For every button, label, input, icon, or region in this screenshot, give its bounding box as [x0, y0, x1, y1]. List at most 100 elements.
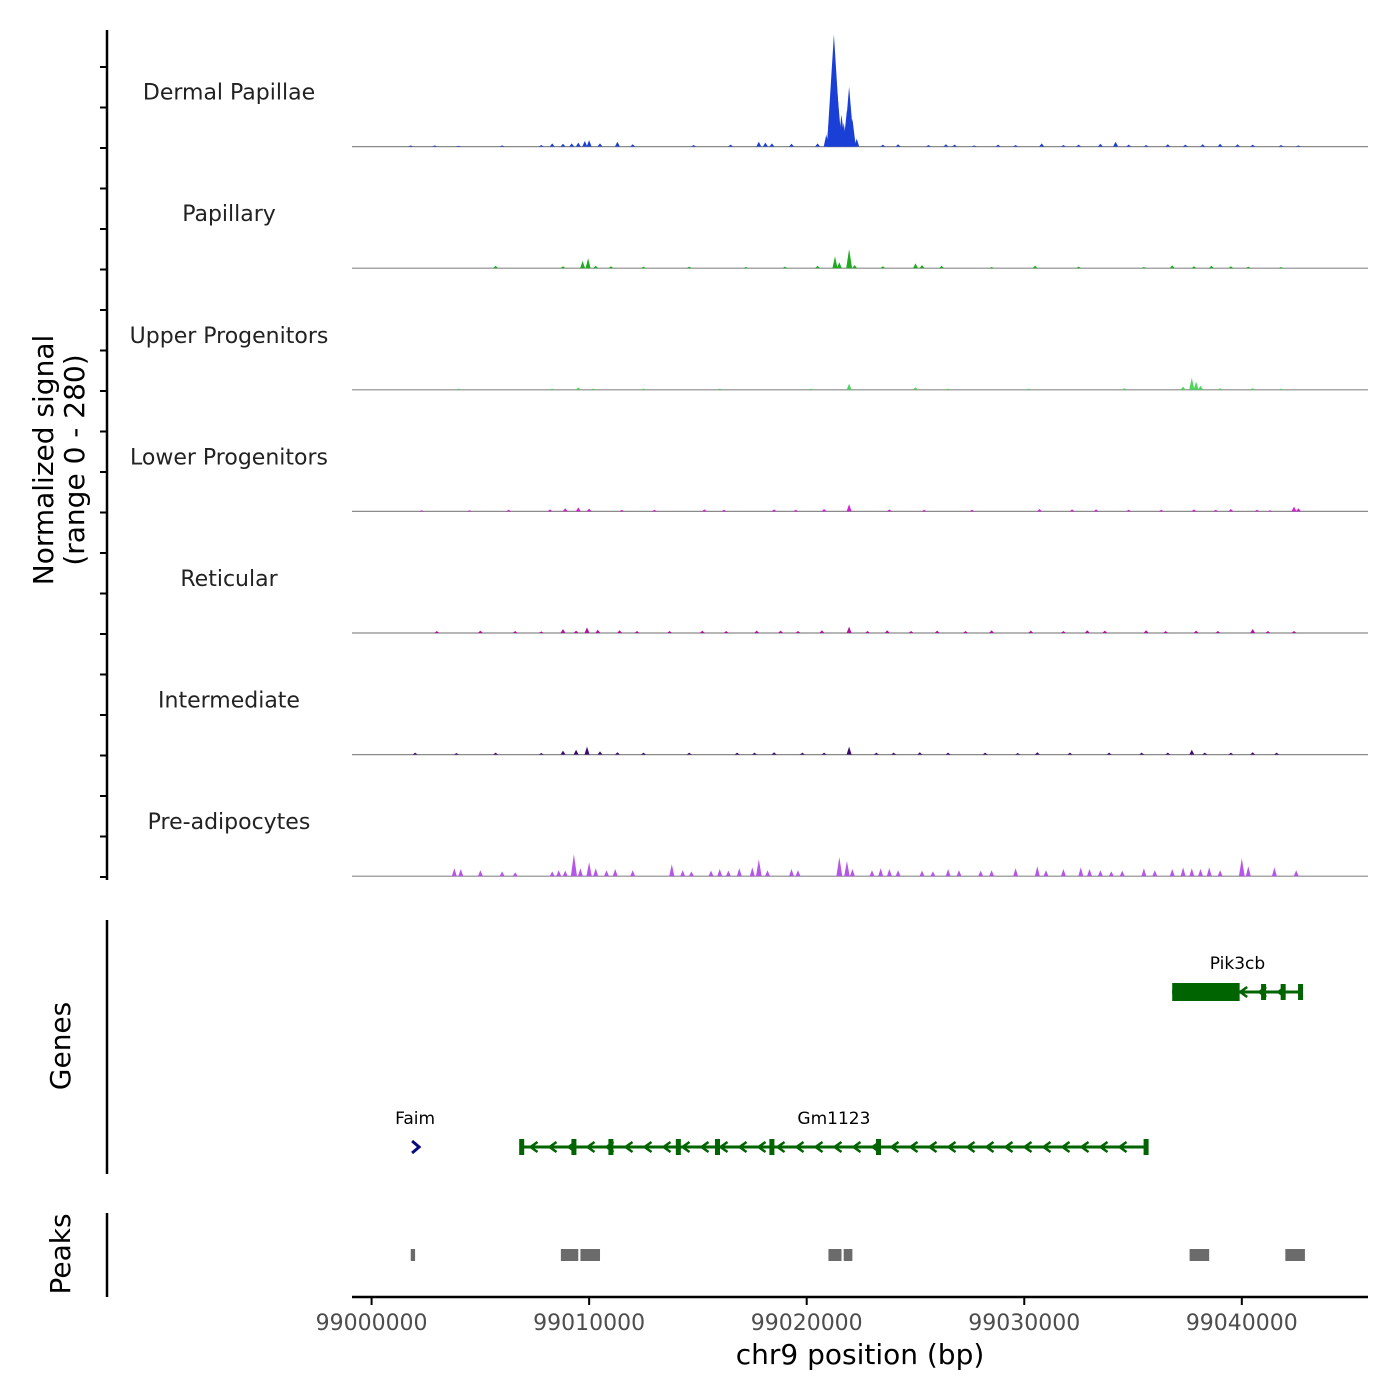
- signal-peak: [1291, 506, 1297, 512]
- signal-peak: [878, 868, 884, 877]
- signal-peak: [789, 143, 794, 147]
- signal-peak: [493, 752, 499, 755]
- track-pre-adipocytes: Pre-adipocytes: [148, 810, 1368, 877]
- signal-peak: [1193, 381, 1199, 390]
- signal-peak: [499, 145, 505, 147]
- strand-arrow: [775, 1140, 786, 1154]
- signal-peak: [723, 631, 729, 633]
- signal-peak: [575, 507, 581, 512]
- signal-peak: [1293, 870, 1299, 877]
- signal-peak: [1087, 869, 1092, 877]
- signal-peak: [1215, 631, 1221, 633]
- signal-peak: [1267, 510, 1273, 512]
- signal-peak: [1200, 144, 1206, 147]
- signal-peak: [1143, 145, 1149, 147]
- signal-peak: [499, 871, 505, 877]
- signal-peak: [769, 143, 775, 147]
- signal-peak: [956, 870, 962, 877]
- x-tick-label: 99030000: [968, 1311, 1080, 1336]
- signal-peak: [1274, 752, 1280, 755]
- signal-peak: [1189, 749, 1195, 755]
- track-papillary: Papillary: [182, 202, 1368, 269]
- signal-peak: [989, 870, 995, 877]
- signal-peak: [865, 631, 871, 633]
- track-label: Lower Progenitors: [130, 445, 328, 470]
- signal-peak: [1198, 385, 1203, 390]
- signal-peak: [458, 869, 464, 877]
- signal-peak: [1295, 145, 1301, 147]
- signal-peak: [1180, 867, 1186, 877]
- exon: [714, 1139, 720, 1155]
- signal-peak: [641, 266, 646, 269]
- signal-peak: [849, 118, 856, 147]
- signal-peak: [585, 258, 591, 269]
- signal-peak: [1169, 265, 1175, 269]
- signal-peak: [1076, 144, 1082, 147]
- signal-peak: [562, 508, 568, 512]
- signal-peak: [1119, 870, 1125, 877]
- signal-peak: [895, 144, 901, 147]
- signal-peak: [846, 504, 852, 512]
- peak-region: [560, 1249, 579, 1261]
- signal-peak: [846, 746, 852, 755]
- signal-peak: [1208, 265, 1214, 269]
- signal-peak: [1060, 145, 1066, 147]
- signal-peak: [512, 872, 518, 877]
- signal-peak: [549, 388, 555, 390]
- signal-peak: [1198, 869, 1203, 877]
- signal-peak: [1169, 869, 1175, 877]
- signal-peak: [641, 752, 646, 755]
- exon: [675, 1139, 681, 1155]
- signal-peak: [808, 388, 814, 390]
- signal-peak: [575, 142, 581, 147]
- strand-arrow: [547, 1140, 558, 1154]
- track-label: Intermediate: [158, 689, 300, 714]
- signal-peak: [634, 631, 640, 633]
- signal-peak: [1034, 752, 1040, 755]
- signal-peak: [1108, 871, 1114, 877]
- signal-peak: [1250, 388, 1256, 390]
- strand-arrow: [623, 1140, 634, 1154]
- x-axis: 99000000 99010000 99020000 99030000 99040000: [316, 1295, 1368, 1336]
- signal-peak: [789, 869, 794, 877]
- signal-peak: [736, 868, 742, 877]
- signal-peak: [913, 263, 918, 269]
- signal-peak: [819, 630, 825, 633]
- signal-peak: [1295, 508, 1301, 512]
- track-dermal-papillae: Dermal Papillae: [143, 34, 1368, 148]
- signal-peak: [982, 752, 988, 755]
- signal-peak: [586, 862, 592, 877]
- gene-faim: Faim: [395, 1109, 435, 1155]
- signal-peak: [573, 749, 579, 755]
- signal-peak: [580, 261, 586, 269]
- signal-peak: [836, 857, 843, 877]
- signal-peak: [921, 509, 927, 512]
- signal-peak: [1069, 509, 1075, 512]
- strand-arrow: [927, 1140, 938, 1154]
- signal-peak: [595, 629, 601, 633]
- signal-peak: [688, 871, 694, 877]
- strand-arrow: [1022, 1140, 1033, 1154]
- signal-peak: [1250, 144, 1256, 147]
- signal-peak: [1217, 143, 1223, 147]
- signal-peak: [669, 864, 675, 877]
- signal-peak: [1141, 267, 1147, 269]
- signal-peak: [1102, 630, 1108, 633]
- signal-peak: [1097, 870, 1103, 877]
- exon: [1298, 984, 1304, 1000]
- signal-peak: [1037, 509, 1042, 512]
- strand-arrow: [946, 1140, 957, 1154]
- strand-arrow: [1060, 1140, 1071, 1154]
- signal-peak: [1028, 630, 1034, 633]
- peak-region: [580, 1249, 601, 1261]
- signal-peak: [477, 870, 483, 877]
- signal-peak: [891, 752, 897, 755]
- signal-peak: [1158, 509, 1164, 512]
- signal-peak: [919, 870, 925, 877]
- signal-peak: [630, 144, 636, 147]
- signal-peak: [1113, 141, 1119, 147]
- signal-peak: [945, 869, 951, 877]
- strand-arrow: [528, 1140, 539, 1154]
- signal-peak: [1043, 870, 1049, 877]
